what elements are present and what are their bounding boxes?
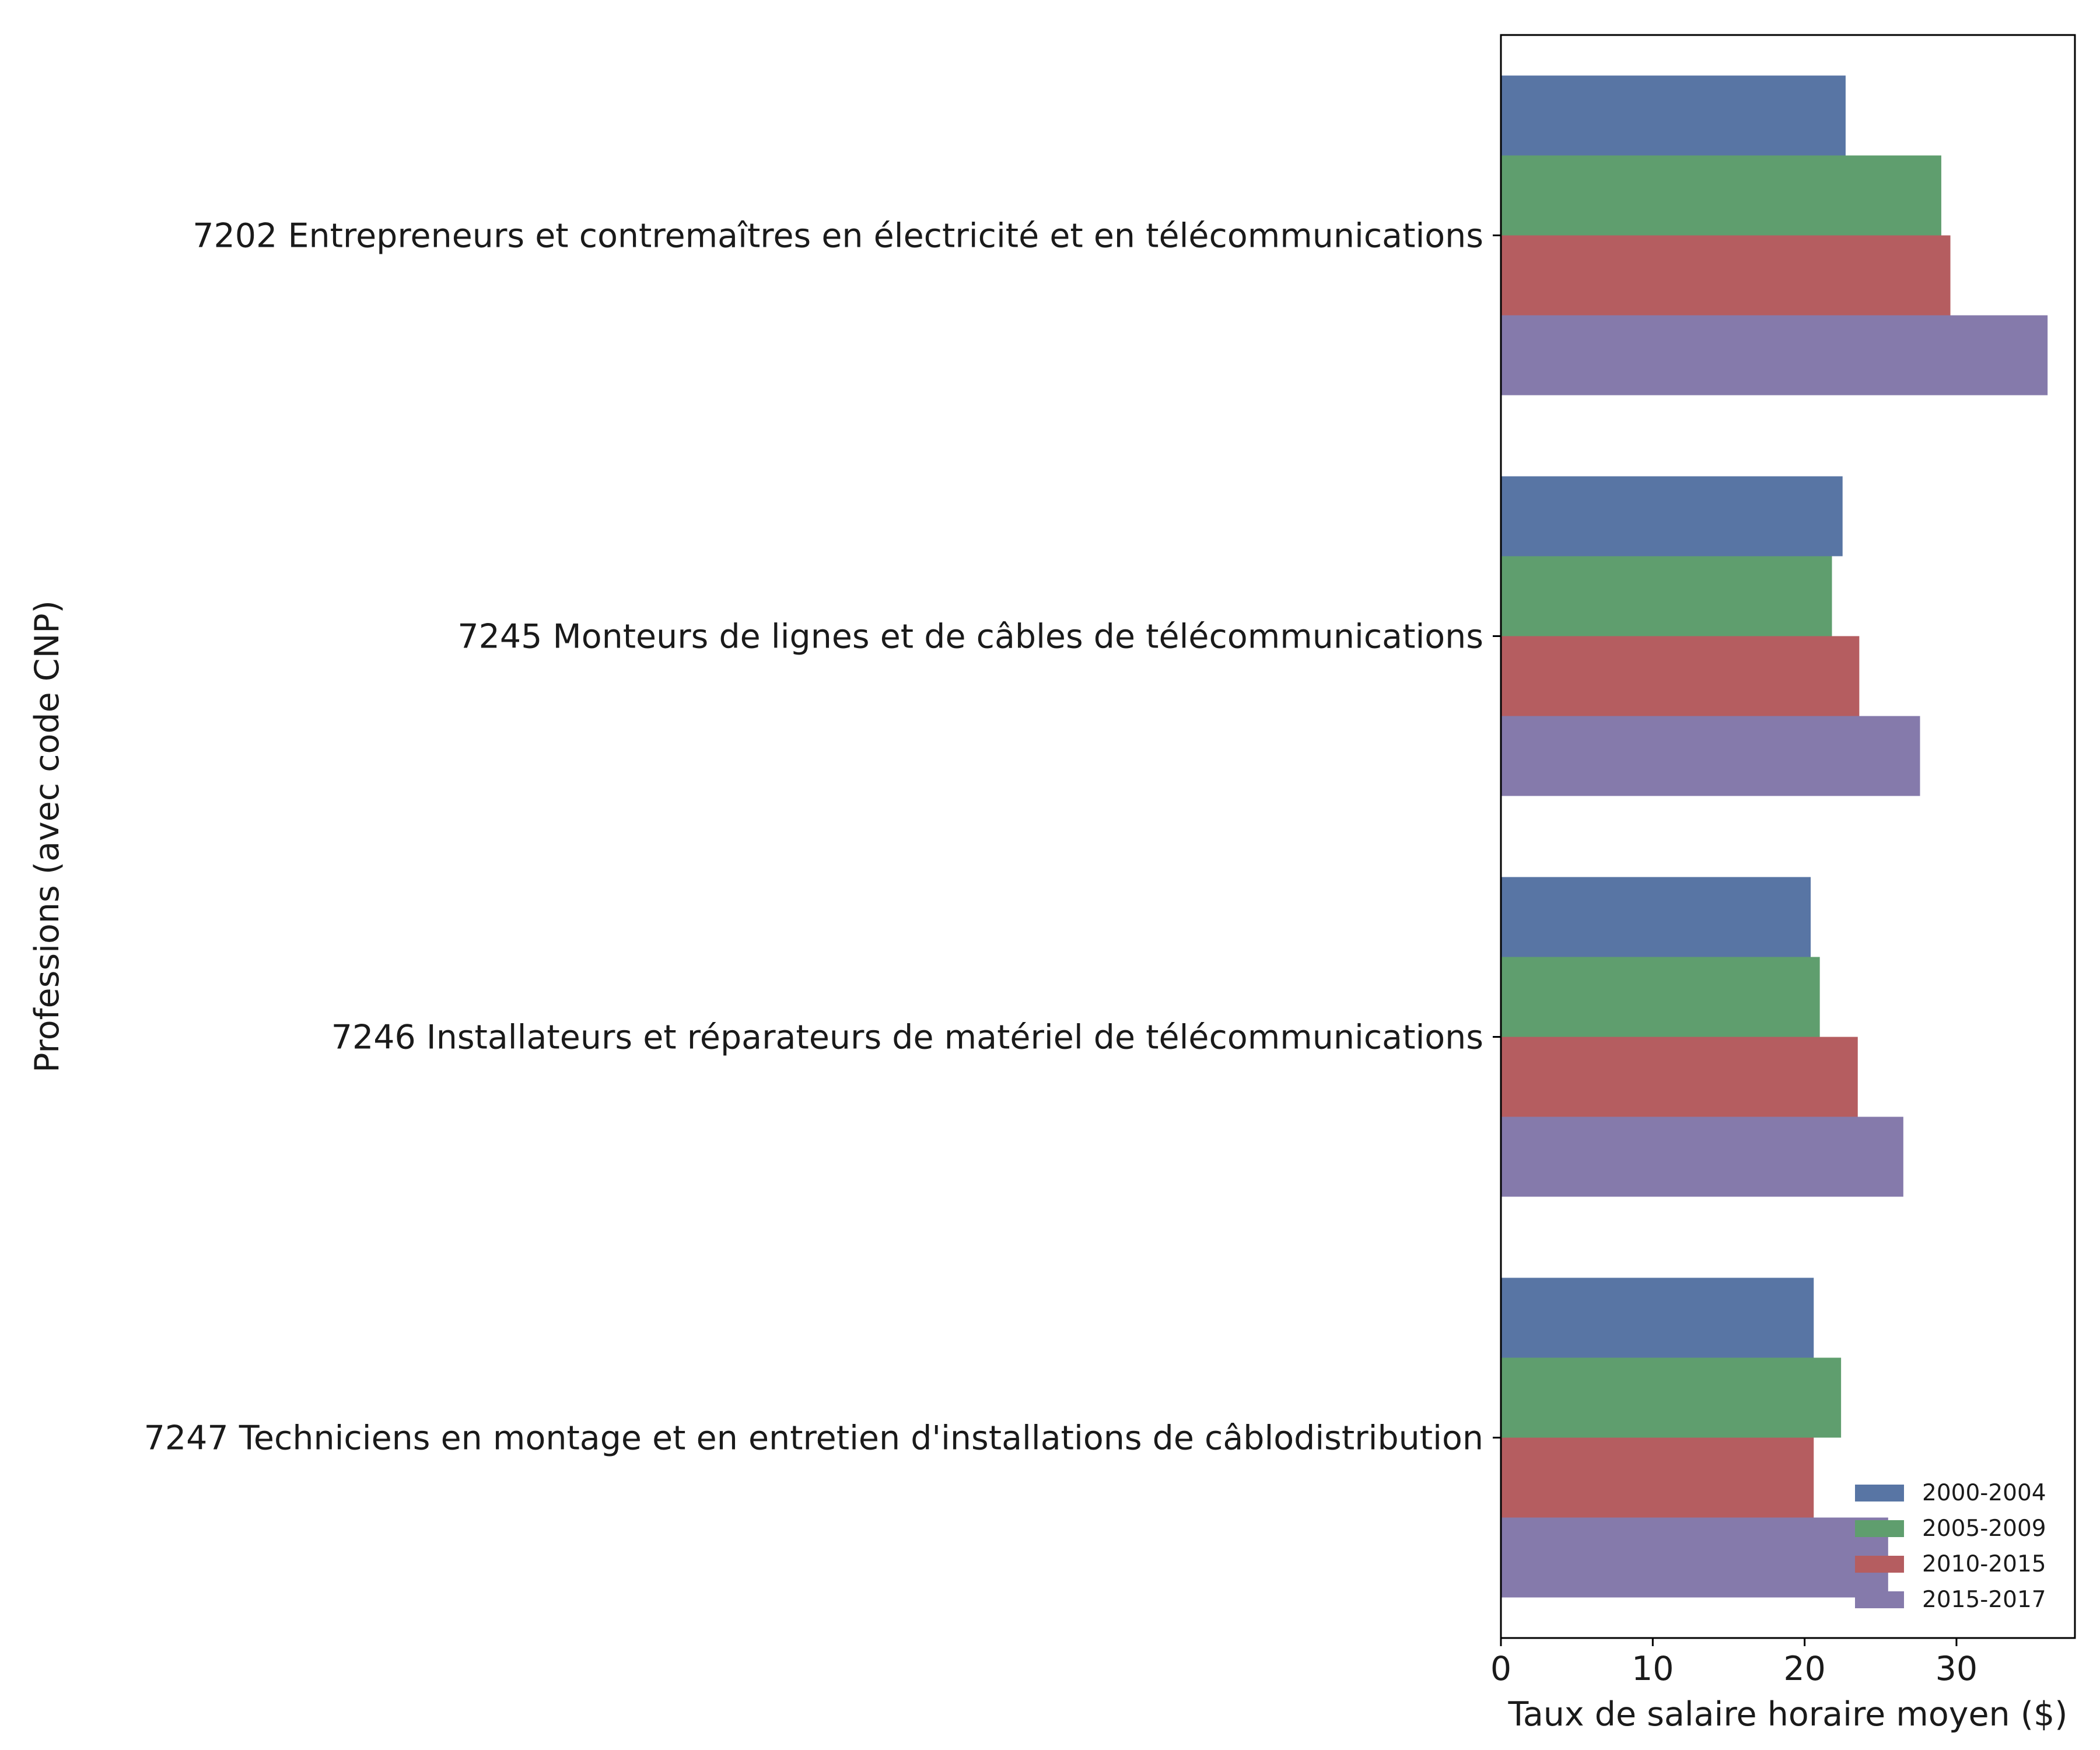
category-labels: 7202 Entrepreneurs et contremaîtres en é… [144,217,1501,1458]
x-axis-label: Taux de salaire horaire moyen ($) [1507,1695,2067,1734]
bar-2005-2009-3 [1501,957,1820,1037]
bar-2010-2015-4 [1501,1437,1814,1518]
bar-2010-2015-2 [1501,636,1860,716]
x-tick-label: 10 [1632,1650,1674,1688]
bar-2000-2004-1 [1501,75,1846,156]
legend-swatch-2015-2017 [1855,1591,1904,1608]
bar-2015-2017-1 [1501,315,2048,396]
legend-swatch-2000-2004 [1855,1485,1904,1502]
x-tick-label: 20 [1783,1650,1826,1688]
x-tick-label: 30 [1936,1650,1978,1688]
legend-label-2010-2015: 2010-2015 [1922,1551,2046,1577]
bar-2015-2017-2 [1501,716,1920,796]
plot-frame [1500,34,2076,1639]
bar-2005-2009-4 [1501,1357,1842,1438]
legend-swatch-2005-2009 [1855,1520,1904,1537]
bar-2000-2004-2 [1501,476,1843,556]
legend-label-2005-2009: 2005-2009 [1922,1516,2046,1542]
bar-2000-2004-3 [1501,877,1811,957]
bar-2005-2009-2 [1501,556,1832,636]
x-tick-label: 0 [1490,1650,1511,1688]
y-axis-label: Professions (avec code CNP) [28,600,66,1073]
bar-2015-2017-3 [1501,1116,1903,1197]
legend-label-2000-2004: 2000-2004 [1922,1480,2046,1506]
bar-2010-2015-1 [1501,235,1951,316]
bar-2000-2004-4 [1501,1278,1814,1358]
legend-swatch-2010-2015 [1855,1556,1904,1573]
legend: 2000-2004 2005-2009 2010-2015 2015-2017 [1855,1480,2046,1613]
bar-2015-2017-4 [1501,1517,1888,1598]
category-label: 7245 Monteurs de lignes et de câbles de … [457,618,1483,656]
category-label: 7246 Installateurs et réparateurs de mat… [331,1019,1483,1057]
bar-2005-2009-1 [1501,155,1941,236]
category-label: 7202 Entrepreneurs et contremaîtres en é… [192,217,1483,256]
bars-group [1501,75,2048,1598]
legend-label-2015-2017: 2015-2017 [1922,1587,2046,1613]
bar-2010-2015-3 [1501,1037,1858,1117]
x-ticks: 0 10 20 30 [1490,1638,1978,1688]
category-label: 7247 Techniciens en montage et en entret… [144,1419,1483,1458]
